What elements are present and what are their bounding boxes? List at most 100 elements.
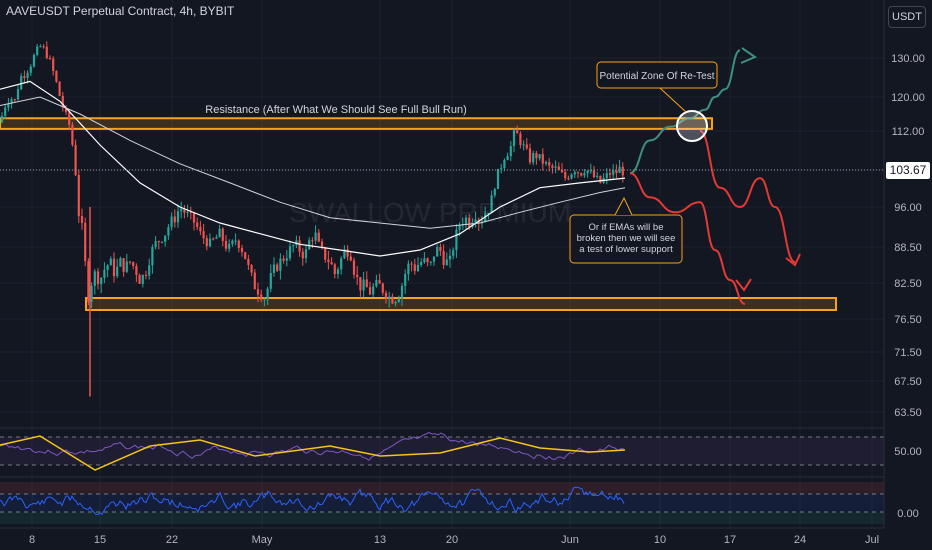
candle-body (327, 259, 330, 263)
candle-body (365, 279, 368, 288)
candle-body (20, 76, 23, 90)
rsi-tick-label: 50.00 (894, 446, 922, 458)
candle-body (343, 249, 346, 259)
candle-body (324, 247, 327, 260)
candle-body (500, 167, 503, 169)
price-tick-label: 82.50 (894, 278, 922, 290)
candle-body (605, 173, 608, 178)
time-tick-label: 24 (794, 534, 806, 546)
candle-body (52, 58, 55, 72)
candle-body (535, 153, 538, 159)
candle-body (570, 174, 573, 179)
candle-body (4, 107, 7, 116)
candle-body (564, 172, 567, 179)
candle-body (400, 285, 404, 299)
symbol-title[interactable]: AAVEUSDT Perpetual Contract, 4h, BYBIT (6, 4, 235, 18)
candle-body (164, 235, 167, 242)
candle-body (519, 133, 522, 145)
ema-callout-line: a test of lower support (579, 244, 673, 255)
candle-body (100, 277, 103, 285)
price-tick-label: 120.00 (891, 92, 925, 104)
candle-body (103, 270, 106, 278)
candle-body (266, 288, 269, 300)
candle-body (7, 103, 10, 108)
ema-slow-line (0, 96, 626, 229)
candle-body (36, 46, 39, 55)
candle-body (253, 272, 256, 290)
candle-body (282, 258, 285, 261)
rsi-panel[interactable] (0, 431, 884, 471)
candle-body (138, 274, 141, 284)
candle-body (122, 258, 125, 272)
rsi-ma-line (0, 435, 626, 471)
ema-fast-line (0, 80, 626, 257)
candle-body (576, 172, 580, 174)
retest-callout-box[interactable] (596, 61, 718, 89)
price-tick-label: 112.00 (892, 126, 925, 138)
candle-body (68, 112, 71, 125)
candle-body (452, 250, 455, 256)
time-axis[interactable]: 8 15 22 May 13 20 Jun 10 17 24 Jul (29, 534, 879, 546)
candle-body (429, 261, 432, 263)
candle-body (516, 130, 519, 134)
candle-body (292, 245, 295, 247)
candle-body (532, 153, 535, 163)
candle-body (109, 258, 112, 266)
candle-body (596, 175, 599, 178)
candle-body (119, 258, 122, 267)
candle-body (340, 258, 343, 270)
candle-body (13, 99, 16, 101)
time-tick-label: May (252, 534, 273, 546)
candle-body (487, 213, 490, 215)
candle-body (352, 260, 356, 275)
rsi-band (0, 437, 884, 465)
candle-body (541, 154, 544, 164)
candle-body (247, 258, 250, 266)
candle-body (218, 228, 221, 238)
candle-body (506, 156, 509, 161)
candle-body (298, 240, 301, 252)
candle-body (378, 280, 381, 284)
candle-body (314, 232, 317, 241)
candle-body (231, 240, 234, 245)
candle-body (557, 166, 560, 171)
candle-body (224, 240, 228, 249)
candle-body (404, 274, 407, 286)
candle-body (0, 115, 4, 123)
candle-body (80, 216, 84, 223)
support-zone[interactable] (85, 297, 837, 311)
time-tick-label: 20 (446, 534, 458, 546)
candle-body (106, 265, 109, 271)
stoch-tick-label: 0.00 (897, 508, 918, 520)
retest-circle-marker[interactable] (676, 110, 708, 142)
candle-body (394, 301, 397, 304)
candle-body (407, 263, 410, 275)
candle-body (330, 262, 333, 265)
candle-body (112, 258, 116, 277)
candle-body (237, 240, 240, 249)
projection-up-arrowhead (740, 47, 758, 64)
candle-body (212, 238, 215, 240)
resistance-zone[interactable] (0, 117, 713, 130)
currency-button[interactable]: USDT (888, 6, 926, 28)
candle-body (61, 95, 64, 108)
candle-body (439, 247, 442, 252)
candle-body (125, 261, 128, 272)
price-axis[interactable]: 130.00 120.00 112.00 96.00 88.50 82.50 76.50 71… (891, 53, 925, 520)
candle-body (23, 76, 26, 78)
stoch-rsi-panel[interactable] (0, 482, 884, 524)
candle-body (426, 258, 429, 263)
candle-body (580, 173, 583, 176)
candle-body (183, 208, 186, 213)
price-panel[interactable]: Resistance (After What We Should See Ful… (0, 0, 884, 528)
candle-body (234, 240, 237, 242)
candle-body (612, 170, 615, 175)
candle-body (96, 271, 100, 285)
candle-body (260, 294, 263, 300)
time-tick-label: 17 (724, 534, 736, 546)
candle-body (589, 170, 592, 172)
candle-body (320, 241, 324, 248)
candle-body (55, 71, 58, 82)
candle-body (71, 124, 74, 145)
